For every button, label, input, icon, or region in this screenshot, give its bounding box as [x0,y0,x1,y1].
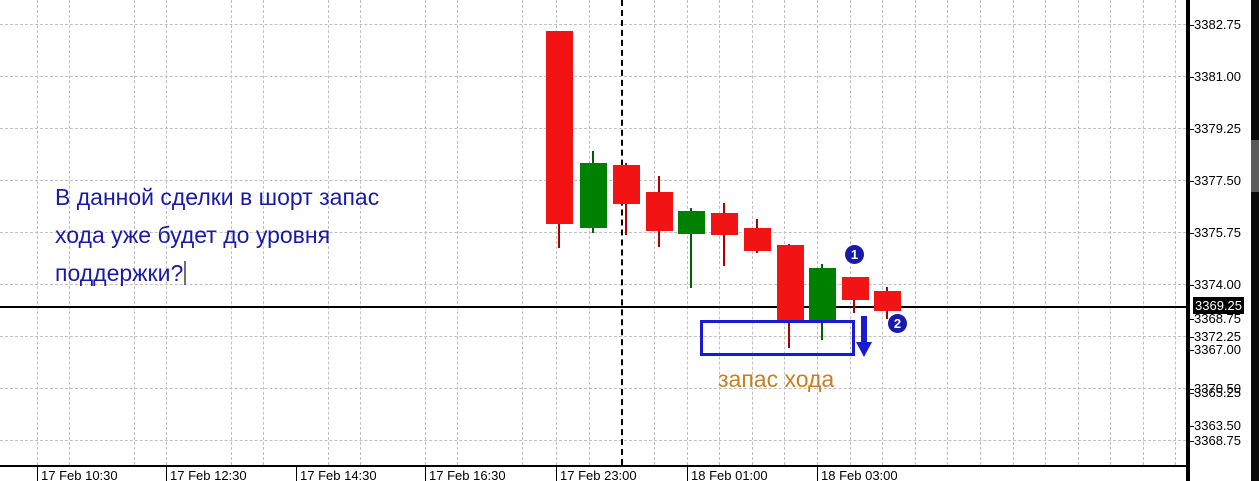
price-axis-tick: 3381.00 [1190,69,1241,84]
candle-body-down [613,165,640,204]
horizontal-gridline [0,128,1186,129]
time-axis-label: 17 Feb 23:00 [560,468,637,481]
vertical-scrollbar[interactable] [1251,0,1259,481]
candle-body-down [874,291,901,311]
time-axis-label: 17 Feb 16:30 [429,468,506,481]
price-axis[interactable]: 3382.75 3381.00 3379.25 3377.50 3375.75 … [1186,0,1251,481]
time-axis-label: 18 Feb 03:00 [821,468,898,481]
price-axis-tick: 3379.25 [1190,121,1241,136]
price-axis-tick: 3374.00 [1190,277,1241,292]
candle-wick [690,208,692,288]
time-axis-tick [425,467,426,481]
horizontal-gridline [0,440,1186,441]
candle-body-down [842,277,869,300]
time-axis-label: 18 Feb 01:00 [691,468,768,481]
price-axis-tick: 3372.25 [1190,329,1241,344]
price-axis-tick: 3377.50 [1190,173,1241,188]
time-axis-tick [296,467,297,481]
current-price-line [0,306,1186,308]
price-axis-tick: 3382.75 [1190,17,1241,32]
horizontal-gridline [0,24,1186,25]
horizontal-gridline [0,388,1186,389]
range-label: запас хода [718,366,835,392]
session-separator-line [621,0,623,465]
vertical-scrollbar-thumb[interactable] [1251,140,1259,192]
time-axis-tick [556,467,557,481]
chart-plot-area[interactable]: В данной сделки в шорт запас хода уже бу… [0,0,1186,465]
annotation-note-body: В данной сделки в шорт запас хода уже бу… [55,184,380,286]
time-axis-tick [37,467,38,481]
horizontal-gridline [0,76,1186,77]
price-axis-tick: 3375.75 [1190,225,1241,240]
candle-body-down [546,31,573,224]
badge-marker-two[interactable]: 2 [888,314,907,333]
annotation-note-text[interactable]: В данной сделки в шорт запас хода уже бу… [55,178,525,292]
time-axis-label: 17 Feb 14:30 [300,468,377,481]
price-axis-tick: 3370.50 [1190,381,1241,396]
price-axis-tick: 3368.75 [1190,433,1241,448]
candle-body-up [809,268,836,321]
range-rectangle[interactable] [700,320,855,356]
time-axis-tick [817,467,818,481]
time-axis-tick [687,467,688,481]
horizontal-gridline [0,284,1186,285]
time-axis-tick [166,467,167,481]
time-axis-label: 17 Feb 12:30 [170,468,247,481]
text-caret-icon [184,261,187,285]
horizontal-gridline [0,336,1186,337]
candle-body-down [777,245,804,321]
candle-body-up [678,211,705,234]
candle-body-up [580,163,607,228]
time-axis[interactable]: 17 Feb 10:30 17 Feb 12:30 17 Feb 14:30 1… [0,465,1186,481]
down-arrow-icon [855,316,873,358]
time-axis-label: 17 Feb 10:30 [41,468,118,481]
candle-body-down [711,213,738,235]
current-price-badge: 3369.25 [1193,297,1244,314]
badge-marker-one[interactable]: 1 [845,245,864,264]
candle-body-down [646,192,673,231]
candle-body-down [744,228,771,251]
